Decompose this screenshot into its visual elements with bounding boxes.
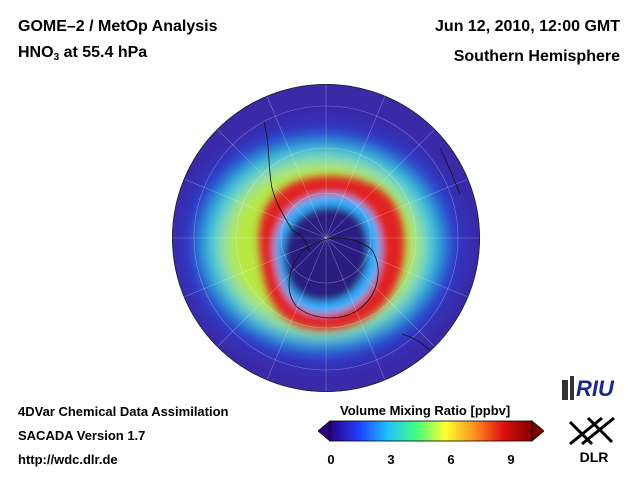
species-level-label: HNO3 at 55.4 hPa (18, 44, 147, 63)
map-title: GOME–2 / MetOp Analysis (18, 18, 218, 35)
colorbar-tick-label: 9 (507, 452, 515, 467)
date-label: Jun 12, 2010, 12:00 GMT (435, 18, 620, 35)
dlr-logo: DLR (568, 416, 615, 465)
colorbar (318, 420, 544, 442)
south-america-coastline (263, 121, 293, 231)
dlr-logo-symbol (568, 416, 615, 446)
riu-logo: RIU (562, 376, 615, 401)
polar-map (172, 84, 480, 392)
footer-version: SACADA Version 1.7 (18, 428, 146, 443)
species-subscript: 3 (53, 52, 60, 63)
antarctic-peninsula-coastline (291, 229, 311, 253)
latitude-circle (193, 105, 459, 371)
hemisphere-label: Southern Hemisphere (453, 48, 620, 65)
riu-logo-text: RIU (576, 376, 615, 401)
riu-logo-tower (562, 380, 568, 400)
footer-method: 4DVar Chemical Data Assimilation (18, 404, 229, 419)
latitude-circle (235, 147, 417, 329)
antarctica-coastline (288, 237, 379, 319)
colorbar-title: Volume Mixing Ratio [ppbv] (340, 403, 511, 418)
africa-coastline (439, 147, 461, 195)
latitude-circle (280, 192, 372, 284)
colorbar-tick-label: 6 (447, 452, 455, 467)
meridian-line (183, 178, 469, 298)
pressure-level: at 55.4 hPa (59, 44, 148, 61)
colorbar-left-arrow (318, 420, 331, 442)
colorbar-gradient (329, 420, 533, 442)
meridian-line (266, 95, 386, 381)
coastlines (263, 121, 461, 375)
dlr-logo-text: DLR (580, 449, 609, 465)
colorbar-tick-label: 3 (387, 452, 395, 467)
polar-vortex-core (283, 206, 370, 303)
meridian-line (183, 178, 469, 298)
meridian-line (216, 128, 436, 348)
riu-logo-tower (570, 376, 574, 400)
globe-outline (172, 84, 480, 392)
graticule (172, 84, 480, 392)
meridian-line (266, 95, 386, 381)
meridian-line (216, 128, 436, 348)
footer-url[interactable]: http://wdc.dlr.de (18, 452, 118, 467)
colorbar-right-arrow (531, 420, 544, 442)
species-name: HNO (18, 44, 54, 61)
colorbar-tick-label: 0 (327, 452, 335, 467)
